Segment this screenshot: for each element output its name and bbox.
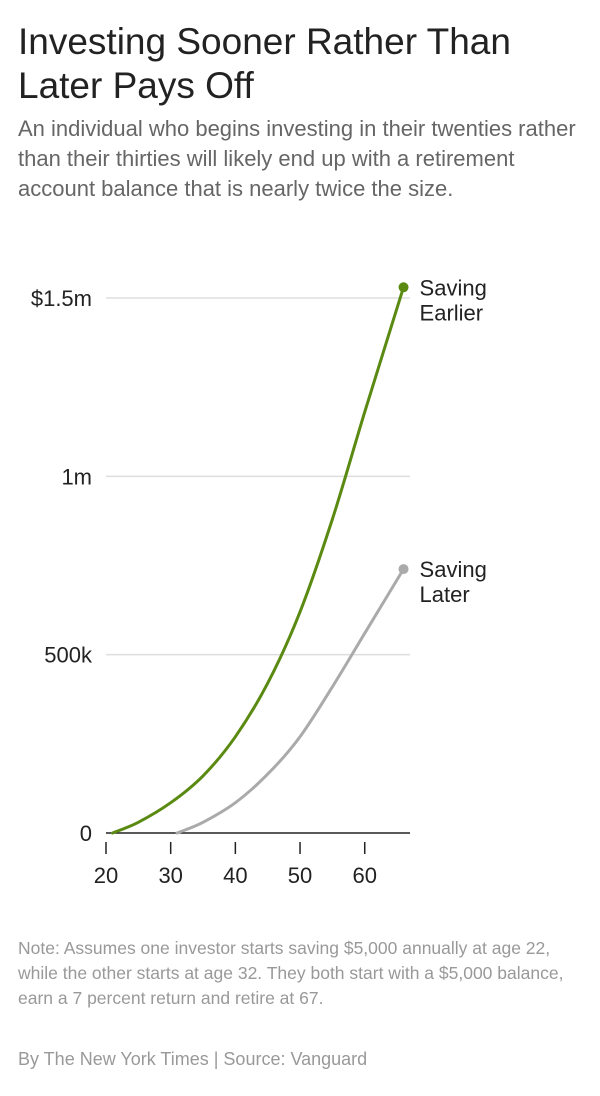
chart-credit: By The New York Times | Source: Vanguard bbox=[18, 1049, 368, 1069]
x-tick-label: 50 bbox=[288, 863, 312, 888]
x-tick-label: 20 bbox=[94, 863, 118, 888]
series-label-line: Saving bbox=[420, 275, 487, 300]
series-line-saving-later bbox=[175, 567, 405, 835]
series-label-saving-earlier: Saving Earlier bbox=[420, 275, 487, 325]
x-tick-label: 30 bbox=[158, 863, 182, 888]
y-tick-label: 1m bbox=[61, 464, 92, 489]
chart-title: Investing Sooner Rather Than Later Pays … bbox=[18, 21, 511, 106]
series-label-line: Earlier bbox=[420, 300, 484, 325]
series-label-line: Saving bbox=[420, 557, 487, 582]
x-tick-label: 40 bbox=[223, 863, 247, 888]
series-label-saving-later: Saving Later bbox=[420, 557, 487, 607]
gridlines bbox=[106, 297, 410, 656]
y-tick-label: $1.5m bbox=[31, 286, 92, 311]
chart-subtitle: An individual who begins investing in th… bbox=[18, 116, 576, 201]
series-end-point-saving-later bbox=[398, 564, 409, 575]
x-ticks bbox=[105, 842, 366, 854]
y-tick-labels: 0 500k 1m $1.5m bbox=[31, 286, 93, 846]
y-tick-label: 500k bbox=[44, 643, 93, 668]
series-line-saving-earlier bbox=[111, 285, 405, 835]
series-label-line: Later bbox=[420, 582, 470, 607]
series-end-point-saving-earlier bbox=[398, 282, 409, 293]
y-tick-label: 0 bbox=[80, 821, 92, 846]
chart-note: Note: Assumes one investor starts saving… bbox=[18, 938, 564, 1008]
x-tick-labels: 20 30 40 50 60 bbox=[94, 863, 377, 888]
series-end-points bbox=[398, 282, 409, 575]
x-tick-label: 60 bbox=[352, 863, 376, 888]
series-lines bbox=[111, 285, 405, 835]
